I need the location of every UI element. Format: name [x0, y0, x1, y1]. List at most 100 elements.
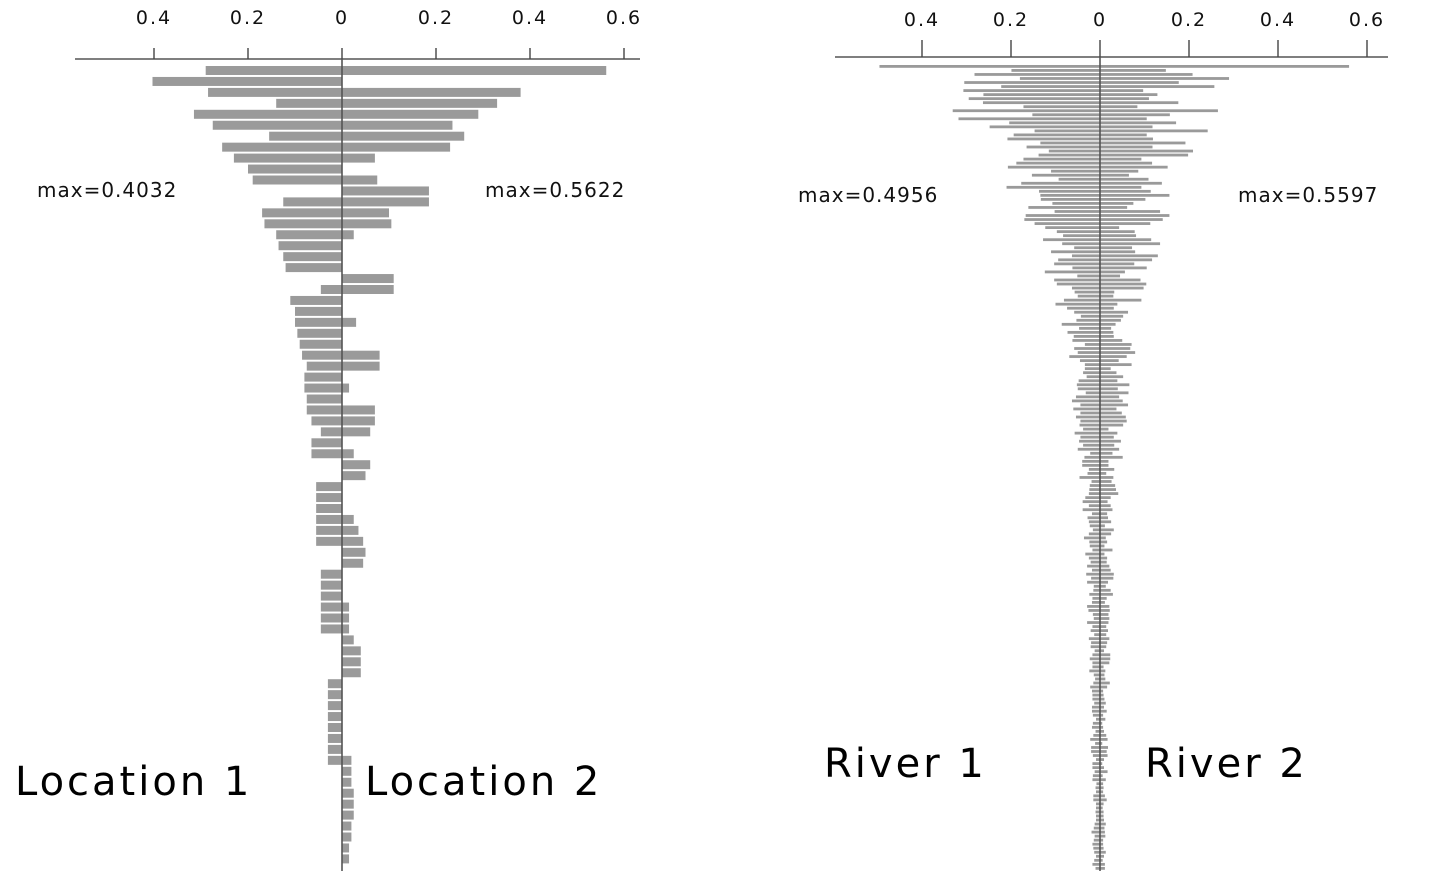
bar-right	[1100, 661, 1110, 665]
bar-left	[1089, 669, 1100, 673]
bar-right	[1100, 746, 1109, 749]
bar-left	[1092, 754, 1100, 757]
bar-right	[1100, 322, 1116, 326]
bar-right	[342, 799, 354, 809]
bar-left	[983, 93, 1100, 97]
bar-right	[1100, 93, 1158, 97]
bar-right	[1100, 705, 1105, 709]
bar-left	[1091, 725, 1100, 729]
bar-left	[1085, 391, 1100, 395]
bar-right	[1100, 145, 1153, 149]
bar-right	[1100, 85, 1215, 88]
bar-left	[1079, 326, 1100, 330]
x-tick-label: 0.6	[606, 7, 642, 29]
bar-right	[1100, 69, 1166, 72]
bar-right	[1100, 230, 1135, 234]
bar-left	[1074, 246, 1100, 250]
bar-right	[1100, 302, 1118, 306]
bar-right	[1100, 834, 1106, 838]
chart-panel-location: 0.4 0.2 0 0.2 0.4 0.6 max=0.4032 max=0.5622 L…	[15, 7, 642, 871]
bar-right	[1100, 850, 1106, 854]
bar-left	[1071, 286, 1100, 290]
bar-right	[1100, 786, 1104, 790]
bar-left	[1076, 318, 1100, 322]
bar-right	[1100, 355, 1127, 358]
bar-right	[1100, 605, 1110, 608]
bar-left	[982, 101, 1100, 105]
bar-left	[285, 263, 342, 273]
bar-left	[311, 449, 342, 459]
bar-left	[327, 690, 342, 700]
bar-right	[342, 788, 354, 798]
bar-left	[1048, 149, 1100, 153]
bar-left	[1024, 218, 1100, 221]
bar-left	[1061, 322, 1100, 326]
bar-right	[1100, 117, 1147, 121]
bar-left	[306, 394, 342, 404]
bar-right	[1100, 451, 1113, 455]
bar-right	[1100, 262, 1135, 266]
bar-left	[1094, 770, 1100, 774]
bar-left	[1062, 242, 1100, 246]
bar-right	[1100, 411, 1122, 415]
bar-left	[963, 89, 1100, 92]
bar-left	[1094, 649, 1100, 653]
bar-left	[1080, 435, 1100, 439]
bar-right	[342, 525, 359, 535]
bar-left	[1026, 145, 1100, 149]
bar-left	[304, 372, 342, 382]
bar-left	[1093, 588, 1100, 592]
right-side-label: River 2	[1145, 741, 1308, 787]
bar-right	[342, 821, 352, 831]
bar-right	[342, 613, 350, 623]
bar-left	[1044, 270, 1100, 274]
bar-right	[1100, 592, 1113, 596]
bar-right	[342, 131, 465, 141]
bar-left	[1092, 548, 1100, 552]
bar-left	[1021, 181, 1100, 185]
bar-left	[1063, 298, 1100, 302]
bar-left	[1091, 705, 1100, 709]
bar-left	[1092, 697, 1100, 701]
bar-right	[1100, 625, 1107, 628]
bar-left	[1087, 580, 1100, 584]
right-max-label: max=0.5597	[1238, 183, 1378, 207]
bar-right	[1100, 822, 1106, 826]
bar-left	[1080, 419, 1100, 423]
left-max-label: max=0.4956	[798, 183, 938, 207]
bar-right	[1100, 609, 1110, 612]
bar-left	[1082, 500, 1100, 504]
bar-left	[1092, 528, 1100, 532]
tick-group: 0.4 0.2 0 0.2 0.4 0.6	[904, 9, 1383, 57]
bar-right	[1100, 818, 1105, 822]
bar-right	[1100, 218, 1163, 221]
bar-left	[299, 339, 342, 349]
x-tick-label: 0.2	[230, 7, 266, 29]
bar-left	[1043, 238, 1100, 242]
bar-right	[1100, 717, 1106, 721]
bar-right	[1100, 399, 1123, 403]
x-tick-label: 0.4	[904, 9, 940, 31]
bar-left	[1080, 411, 1100, 415]
bar-right	[1100, 508, 1113, 512]
bar-right	[1100, 371, 1117, 375]
bar-right	[1100, 794, 1105, 798]
bar-left	[1090, 451, 1100, 455]
bar-left	[306, 361, 342, 371]
bar-left	[1093, 798, 1100, 802]
bar-right	[1100, 613, 1109, 616]
bar-left	[1093, 617, 1100, 620]
bar-left	[1091, 709, 1100, 713]
bar-left	[1095, 854, 1100, 858]
bar-left	[1094, 633, 1100, 637]
bar-left	[278, 241, 342, 251]
bar-left	[311, 416, 342, 426]
bar-right	[342, 208, 389, 218]
bar-right	[1100, 669, 1106, 673]
bar-left	[952, 109, 1100, 113]
bar-right	[1100, 782, 1104, 786]
bar-left	[1054, 278, 1100, 282]
bar-left	[1088, 492, 1100, 495]
bar-right	[1100, 463, 1109, 467]
bar-left	[1084, 367, 1100, 371]
